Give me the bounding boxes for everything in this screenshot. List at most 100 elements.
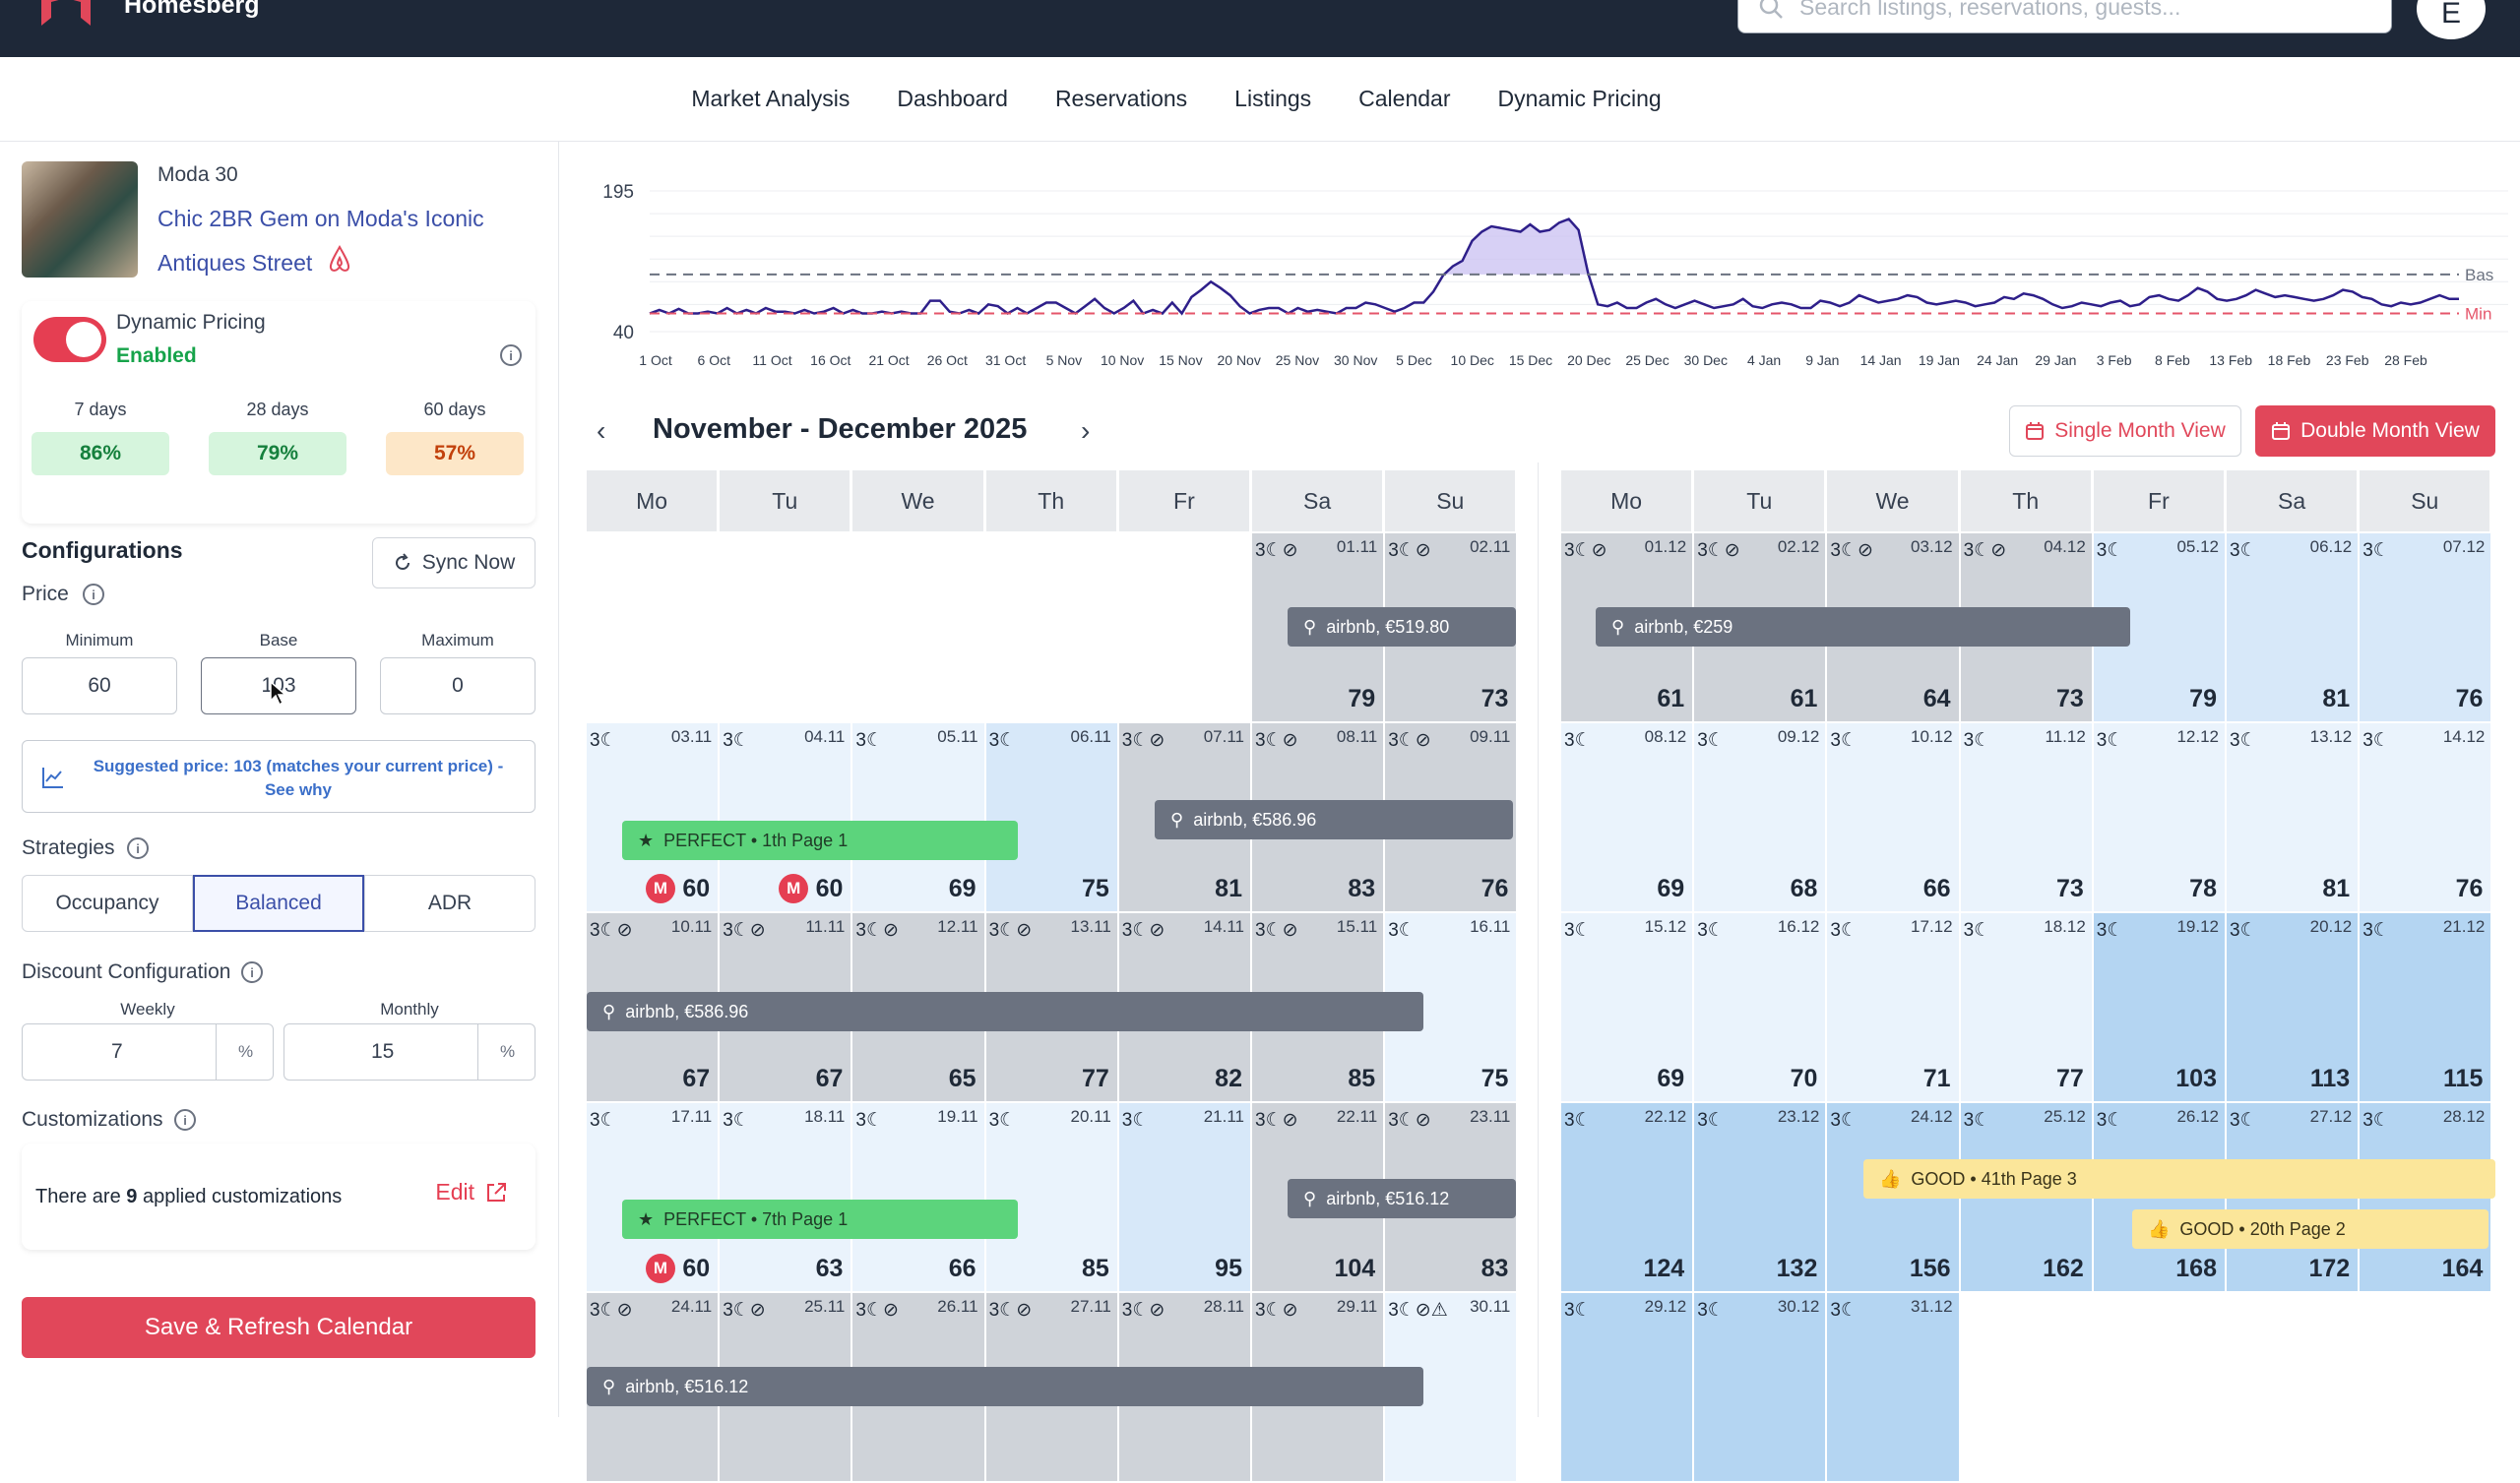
day-date: 10.12 — [1911, 727, 1953, 746]
nav-market-analysis[interactable]: Market Analysis — [691, 86, 850, 111]
day-cell[interactable]: 3☾ 04.11 60 M — [720, 723, 853, 913]
day-status-icons: 3☾ — [2096, 920, 2124, 941]
weekly-discount-input[interactable]: 7 % — [22, 1023, 274, 1081]
day-status-icons: 3☾⊘ — [1255, 1110, 1298, 1131]
reservation-bar[interactable]: ⚲ airbnb, €259 — [1596, 607, 2130, 647]
day-status-icons: 3☾ — [2096, 540, 2124, 561]
listing-title[interactable]: Chic 2BR Gem on Moda's Iconic Antiques S… — [158, 197, 541, 285]
double-month-view-button[interactable]: Double Month View — [2255, 405, 2495, 457]
day-cell[interactable]: 3☾ 29.12 — [1561, 1293, 1695, 1483]
reservation-bar[interactable]: ⚲ airbnb, €586.96 — [587, 992, 1423, 1031]
reservation-bar[interactable]: ⚲ airbnb, €586.96 — [1155, 800, 1513, 839]
day-date: 18.11 — [804, 1107, 846, 1126]
day-cell[interactable]: 3☾ 14.12 76 — [2360, 723, 2493, 913]
day-cell[interactable]: 3☾ 20.12 113 — [2227, 913, 2361, 1103]
day-cell[interactable]: 3☾ 23.12 132 — [1694, 1103, 1828, 1293]
day-cell[interactable]: 3☾ 11.12 73 — [1960, 723, 2094, 913]
strategy-balanced[interactable]: Balanced — [193, 875, 364, 932]
nav-listings[interactable]: Listings — [1234, 86, 1312, 111]
nav-dashboard[interactable]: Dashboard — [897, 86, 1008, 111]
day-cell[interactable]: 3☾ 17.11 60 M — [587, 1103, 721, 1293]
day-cell[interactable]: 3☾ 16.11 75 — [1385, 913, 1519, 1103]
day-cell[interactable]: 3☾ 16.12 70 — [1694, 913, 1828, 1103]
search-input[interactable]: Search listings, reservations, guests... — [1737, 0, 2392, 33]
nav-reservations[interactable]: Reservations — [1054, 86, 1188, 111]
next-month-chevron-icon[interactable]: › — [1081, 415, 1091, 446]
day-cell[interactable]: 3☾ 06.11 75 — [985, 723, 1119, 913]
day-date: 11.11 — [805, 917, 846, 936]
day-date: 12.12 — [2176, 727, 2219, 746]
day-price: 85 — [1081, 1255, 1109, 1282]
minimum-price-input[interactable]: 60 — [22, 657, 177, 714]
listing-thumbnail[interactable] — [22, 161, 138, 278]
day-cell[interactable]: 3☾ 21.11 95 — [1118, 1103, 1252, 1293]
day-date: 11.12 — [2045, 727, 2086, 746]
price-info-icon[interactable]: i — [83, 584, 104, 605]
dynamic-pricing-label: Dynamic Pricing — [116, 311, 266, 334]
day-cell[interactable]: 3☾ 13.12 81 — [2227, 723, 2361, 913]
day-date: 19.11 — [937, 1107, 978, 1126]
ranking-bar[interactable]: ★ PERFECT • 7th Page 1 — [622, 1200, 1018, 1239]
day-cell[interactable]: 3☾ 21.12 115 — [2360, 913, 2493, 1103]
day-date: 08.11 — [1336, 727, 1378, 746]
reservation-bar[interactable]: ⚲ airbnb, €516.12 — [1288, 1179, 1516, 1218]
day-price: 69 — [948, 875, 976, 902]
save-refresh-calendar-button[interactable]: Save & Refresh Calendar — [22, 1297, 536, 1358]
day-cell[interactable]: 3☾ 22.12 124 — [1561, 1103, 1695, 1293]
day-cell[interactable]: 3☾ 19.11 66 — [852, 1103, 986, 1293]
sync-now-button[interactable]: Sync Now — [372, 537, 536, 588]
day-cell[interactable]: 3☾ 07.12 76 — [2360, 533, 2493, 723]
nav-calendar[interactable]: Calendar — [1358, 86, 1451, 111]
suggested-price-banner[interactable]: Suggested price: 103 (matches your curre… — [22, 740, 536, 813]
reservation-bar[interactable]: ⚲ airbnb, €519.80 — [1288, 607, 1516, 647]
day-cell[interactable]: 3☾ 17.12 71 — [1827, 913, 1961, 1103]
ranking-bar[interactable]: ★ PERFECT • 1th Page 1 — [622, 821, 1018, 860]
day-price: 124 — [1643, 1255, 1685, 1282]
user-avatar[interactable]: E — [2417, 0, 2486, 39]
day-cell[interactable]: 3☾ 18.12 77 — [1960, 913, 2094, 1103]
base-price-input[interactable]: 103 — [201, 657, 356, 714]
day-cell[interactable]: 3☾ 15.12 69 — [1561, 913, 1695, 1103]
maximum-price-input[interactable]: 0 — [380, 657, 536, 714]
day-status-icons: 3☾⊘ — [855, 920, 899, 941]
day-cell[interactable]: 3☾ 10.12 66 — [1827, 723, 1961, 913]
info-icon[interactable]: i — [500, 344, 522, 366]
weekday-header: Mo — [587, 470, 718, 531]
monthly-discount-input[interactable]: 15 % — [284, 1023, 536, 1081]
weekly-discount-value: 7 — [111, 1040, 123, 1063]
day-cell[interactable]: 3☾ 03.11 60 M — [587, 723, 721, 913]
edit-customizations-link[interactable]: Edit — [435, 1179, 508, 1205]
day-cell[interactable]: 3☾ 19.12 103 — [2093, 913, 2227, 1103]
nav-dynamic-pricing[interactable]: Dynamic Pricing — [1497, 86, 1662, 111]
ranking-bar[interactable]: 👍 GOOD • 41th Page 3 — [1863, 1159, 2495, 1199]
strategies-info-icon[interactable]: i — [127, 837, 149, 859]
calendar-icon — [2026, 422, 2045, 440]
chart-x-tick: 31 Oct — [985, 352, 1026, 368]
calendar-header: ‹ November - December 2025 › Single Mont… — [561, 394, 2520, 463]
ranking-bar[interactable]: 👍 GOOD • 20th Page 2 — [2132, 1209, 2488, 1249]
day-cell[interactable]: 3☾ 06.12 81 — [2227, 533, 2361, 723]
day-cell[interactable]: 3☾ 18.11 63 — [720, 1103, 853, 1293]
strategy-occupancy[interactable]: Occupancy — [22, 875, 193, 932]
customizations-info-icon[interactable]: i — [174, 1109, 196, 1131]
prev-month-chevron-icon[interactable]: ‹ — [597, 415, 606, 446]
day-cell[interactable]: 3☾ 20.11 85 — [985, 1103, 1119, 1293]
day-status-icons: 3☾⊘ — [1388, 1110, 1431, 1131]
day-cell[interactable]: 3☾ 05.11 69 — [852, 723, 986, 913]
strategy-adr[interactable]: ADR — [364, 875, 536, 932]
day-date: 22.12 — [1644, 1107, 1687, 1126]
day-cell[interactable]: 3☾ 31.12 — [1827, 1293, 1961, 1483]
reservation-bar[interactable]: ⚲ airbnb, €516.12 — [587, 1367, 1423, 1406]
day-cell[interactable]: 3☾ 12.12 78 — [2093, 723, 2227, 913]
minimum-price-badge: M — [646, 1254, 675, 1283]
discount-info-icon[interactable]: i — [241, 961, 263, 983]
brand[interactable]: Homesberg — [37, 0, 260, 26]
month-divider — [1538, 463, 1539, 1417]
day-date: 07.11 — [1203, 727, 1244, 746]
day-cell[interactable]: 3☾ 30.12 — [1694, 1293, 1828, 1483]
day-cell[interactable]: 3☾ 08.12 69 — [1561, 723, 1695, 913]
occupancy-7d-label: 7 days — [74, 400, 127, 419]
day-cell[interactable]: 3☾ 09.12 68 — [1694, 723, 1828, 913]
dynamic-pricing-toggle[interactable] — [33, 317, 106, 362]
single-month-view-button[interactable]: Single Month View — [2009, 405, 2241, 457]
